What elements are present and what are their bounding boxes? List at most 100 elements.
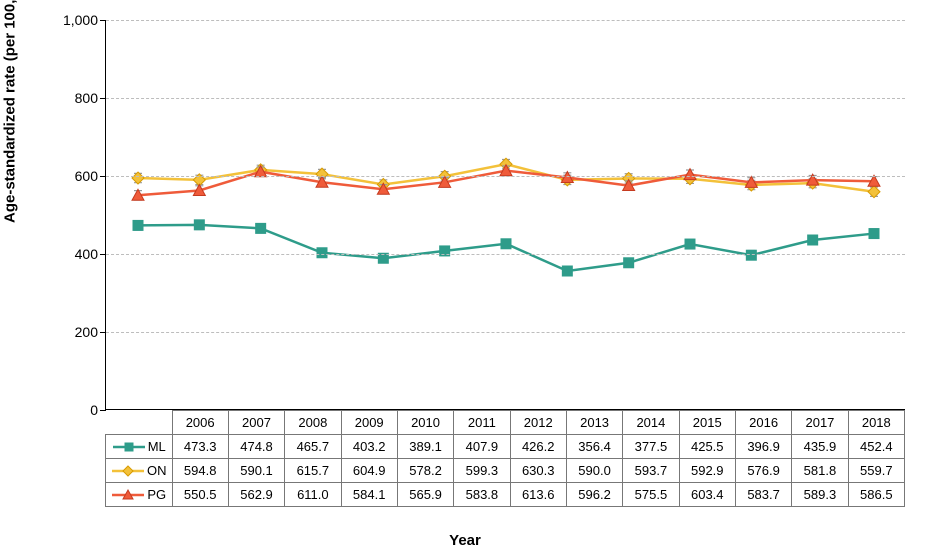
series-marker-ON bbox=[868, 186, 880, 198]
data-cell: 565.9 bbox=[397, 483, 453, 507]
data-cell: 407.9 bbox=[454, 435, 510, 459]
data-cell: 452.4 bbox=[848, 435, 904, 459]
year-header: 2012 bbox=[510, 411, 566, 435]
gridline bbox=[106, 176, 905, 177]
data-cell: 615.7 bbox=[285, 459, 341, 483]
legend-PG-icon bbox=[111, 488, 145, 502]
data-cell: 613.6 bbox=[510, 483, 566, 507]
chart-container: Age-standardized rate (per 100,000) 0200… bbox=[0, 0, 930, 557]
data-table: 2006200720082009201020112012201320142015… bbox=[105, 410, 905, 507]
data-cell: 590.1 bbox=[228, 459, 284, 483]
year-header: 2006 bbox=[172, 411, 228, 435]
data-cell: 426.2 bbox=[510, 435, 566, 459]
y-tick-label: 400 bbox=[75, 246, 98, 262]
data-cell: 581.8 bbox=[792, 459, 848, 483]
data-cell: 396.9 bbox=[735, 435, 791, 459]
data-cell: 550.5 bbox=[172, 483, 228, 507]
year-header: 2010 bbox=[397, 411, 453, 435]
year-header: 2008 bbox=[285, 411, 341, 435]
y-tick-label: 0 bbox=[90, 402, 98, 418]
data-cell: 594.8 bbox=[172, 459, 228, 483]
series-marker-ML bbox=[501, 239, 511, 249]
year-header: 2011 bbox=[454, 411, 510, 435]
series-marker-ML bbox=[808, 235, 818, 245]
data-cell: 403.2 bbox=[341, 435, 397, 459]
table-row: ON 594.8590.1615.7604.9578.2599.3630.3590… bbox=[106, 459, 905, 483]
data-cell: 559.7 bbox=[848, 459, 904, 483]
data-cell: 435.9 bbox=[792, 435, 848, 459]
series-marker-ML bbox=[194, 220, 204, 230]
series-marker-ON bbox=[132, 172, 144, 184]
data-cell: 578.2 bbox=[397, 459, 453, 483]
data-cell: 599.3 bbox=[454, 459, 510, 483]
gridline bbox=[106, 332, 905, 333]
data-cell: 586.5 bbox=[848, 483, 904, 507]
year-header: 2009 bbox=[341, 411, 397, 435]
data-cell: 611.0 bbox=[285, 483, 341, 507]
series-marker-ML bbox=[624, 258, 634, 268]
y-tick bbox=[100, 332, 106, 333]
y-tick-label: 1,000 bbox=[63, 12, 98, 28]
data-cell: 589.3 bbox=[792, 483, 848, 507]
data-cell: 377.5 bbox=[623, 435, 679, 459]
y-tick-label: 200 bbox=[75, 324, 98, 340]
series-marker-ML bbox=[256, 223, 266, 233]
plot-svg bbox=[106, 20, 906, 410]
y-tick-label: 800 bbox=[75, 90, 98, 106]
data-cell: 592.9 bbox=[679, 459, 735, 483]
year-header: 2018 bbox=[848, 411, 904, 435]
data-cell: 583.8 bbox=[454, 483, 510, 507]
data-cell: 593.7 bbox=[623, 459, 679, 483]
legend-label-ML: ML bbox=[148, 439, 166, 454]
data-cell: 465.7 bbox=[285, 435, 341, 459]
data-cell: 576.9 bbox=[735, 459, 791, 483]
data-cell: 596.2 bbox=[566, 483, 622, 507]
x-axis-title: Year bbox=[449, 532, 481, 549]
year-header: 2014 bbox=[623, 411, 679, 435]
gridline bbox=[106, 254, 905, 255]
gridline bbox=[106, 20, 905, 21]
series-marker-ML bbox=[562, 266, 572, 276]
year-header: 2016 bbox=[735, 411, 791, 435]
data-cell: 630.3 bbox=[510, 459, 566, 483]
legend-cell-ON: ON bbox=[106, 459, 173, 483]
legend-ON-icon bbox=[111, 464, 145, 478]
data-cell: 425.5 bbox=[679, 435, 735, 459]
legend-ML-icon bbox=[112, 440, 146, 454]
y-tick-label: 600 bbox=[75, 168, 98, 184]
legend-label-PG: PG bbox=[147, 487, 166, 502]
data-cell: 603.4 bbox=[679, 483, 735, 507]
data-cell: 356.4 bbox=[566, 435, 622, 459]
data-cell: 590.0 bbox=[566, 459, 622, 483]
year-header: 2013 bbox=[566, 411, 622, 435]
year-header: 2015 bbox=[679, 411, 735, 435]
data-cell: 474.8 bbox=[228, 435, 284, 459]
table-row: 2006200720082009201020112012201320142015… bbox=[106, 411, 905, 435]
y-tick bbox=[100, 20, 106, 21]
y-tick bbox=[100, 98, 106, 99]
data-cell: 575.5 bbox=[623, 483, 679, 507]
table-row: ML 473.3474.8465.7403.2389.1407.9426.2356… bbox=[106, 435, 905, 459]
legend-cell-PG: PG bbox=[106, 483, 173, 507]
data-cell: 583.7 bbox=[735, 483, 791, 507]
y-axis-title: Age-standardized rate (per 100,000) bbox=[2, 0, 19, 223]
series-marker-ML bbox=[869, 229, 879, 239]
year-header: 2017 bbox=[792, 411, 848, 435]
data-cell: 389.1 bbox=[397, 435, 453, 459]
legend-header-blank bbox=[106, 411, 173, 435]
plot-area: 02004006008001,000 bbox=[105, 20, 905, 410]
series-marker-ML bbox=[746, 250, 756, 260]
table-row: PG 550.5562.9611.0584.1565.9583.8613.6596… bbox=[106, 483, 905, 507]
y-tick bbox=[100, 176, 106, 177]
gridline bbox=[106, 98, 905, 99]
series-marker-ML bbox=[133, 220, 143, 230]
data-cell: 584.1 bbox=[341, 483, 397, 507]
data-cell: 473.3 bbox=[172, 435, 228, 459]
series-marker-ML bbox=[685, 239, 695, 249]
legend-label-ON: ON bbox=[147, 463, 167, 478]
series-marker-ML bbox=[317, 248, 327, 258]
year-header: 2007 bbox=[228, 411, 284, 435]
legend-cell-ML: ML bbox=[106, 435, 173, 459]
data-cell: 562.9 bbox=[228, 483, 284, 507]
data-cell: 604.9 bbox=[341, 459, 397, 483]
